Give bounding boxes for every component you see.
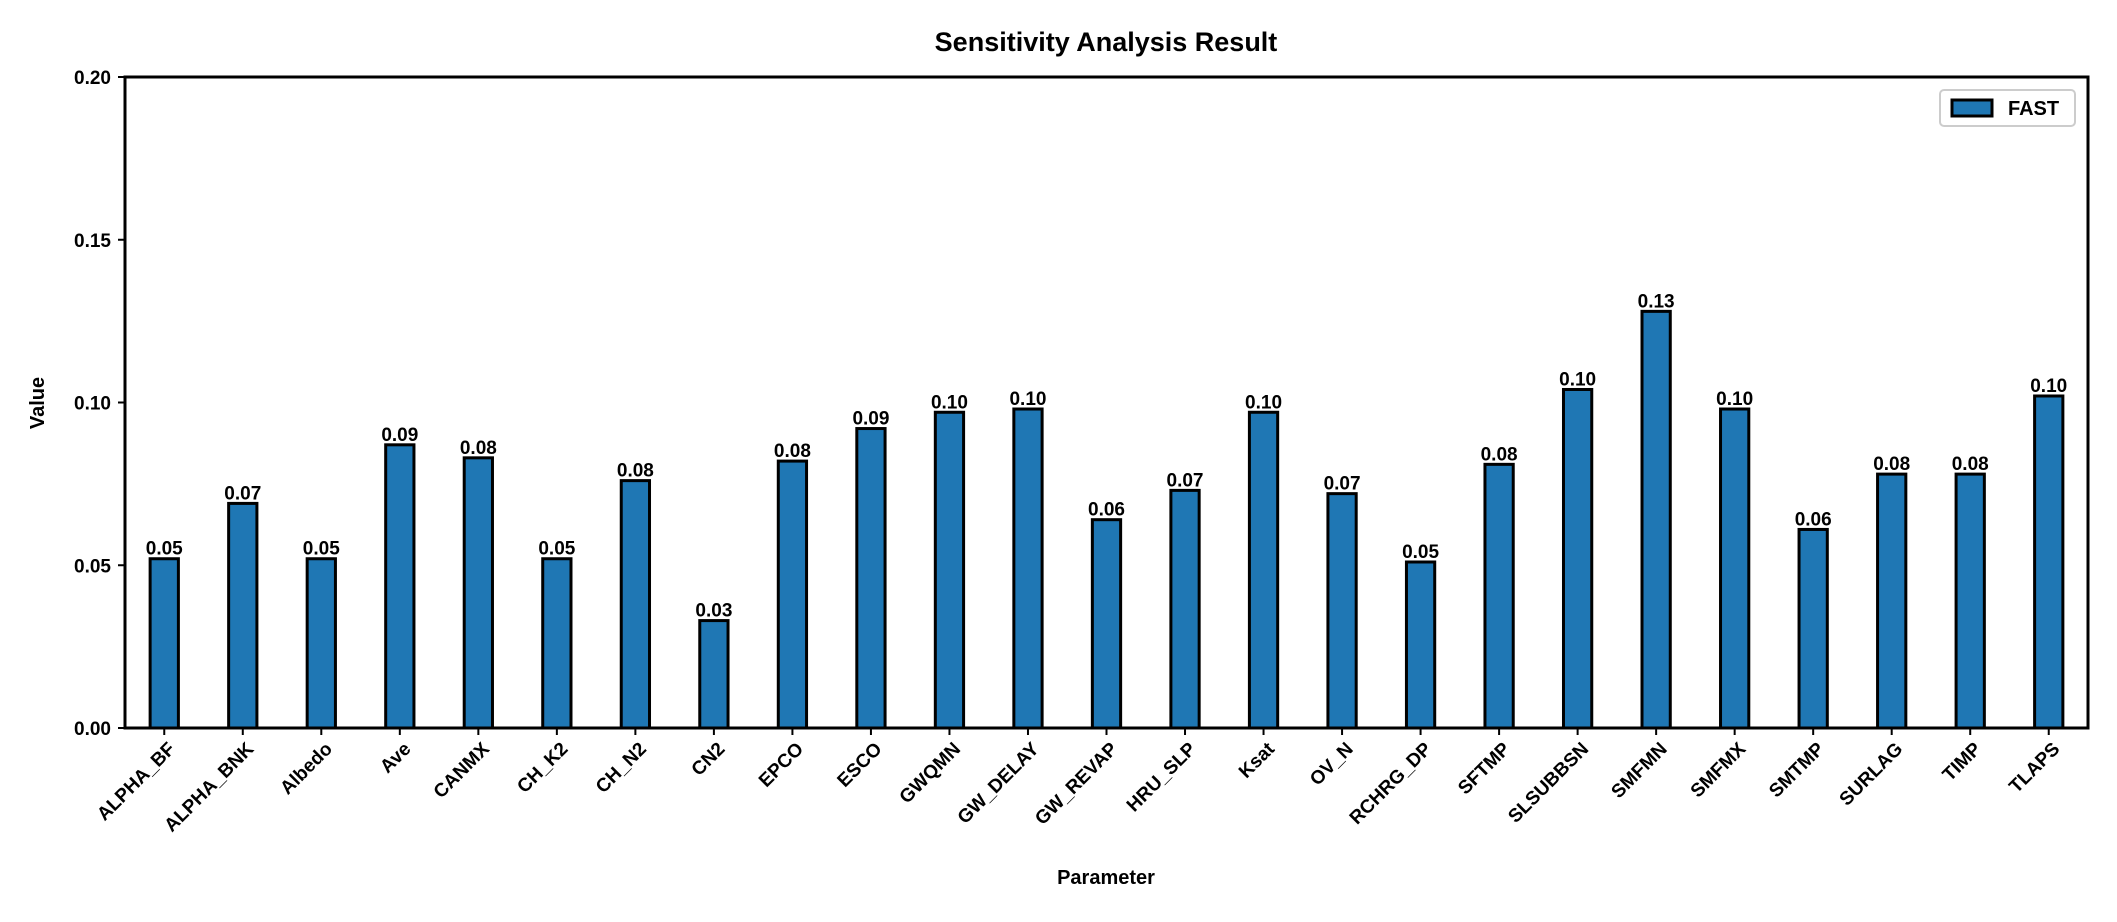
x-axis-label: Parameter: [1057, 867, 1155, 889]
data-label: 0.05: [1402, 542, 1439, 563]
data-label: 0.10: [1009, 389, 1046, 410]
bar: [1719, 407, 1751, 730]
bar: [1876, 472, 1908, 730]
bar: [1169, 488, 1201, 730]
bar: [1797, 527, 1829, 730]
bar: [1247, 410, 1280, 730]
data-label: 0.08: [460, 438, 497, 459]
bar: [541, 557, 573, 730]
bar: [227, 501, 259, 730]
data-label: 0.08: [774, 441, 811, 462]
bar: [1404, 560, 1437, 730]
data-label: 0.10: [1716, 389, 1753, 410]
data-label: 0.07: [1324, 474, 1361, 495]
data-label: 0.10: [2030, 376, 2067, 397]
bar: [855, 427, 887, 730]
y-tick-label: 0.20: [74, 68, 111, 89]
data-label: 0.08: [617, 461, 654, 482]
y-tick-label: 0.00: [74, 719, 111, 740]
bar: [148, 557, 180, 730]
bar: [1640, 309, 1672, 730]
data-label: 0.08: [1481, 444, 1518, 465]
bar: [698, 619, 730, 730]
data-label: 0.13: [1638, 291, 1675, 312]
y-tick-label: 0.05: [74, 556, 111, 577]
data-label: 0.10: [931, 392, 968, 413]
data-label: 0.05: [303, 539, 340, 560]
bar: [1483, 462, 1515, 730]
data-label: 0.08: [1952, 454, 1989, 475]
bar: [933, 410, 966, 730]
bar: [619, 479, 652, 730]
chart-title: Sensitivity Analysis Result: [935, 27, 1278, 57]
bar: [1326, 492, 1358, 730]
data-label: 0.07: [224, 483, 261, 504]
bar: [384, 443, 416, 730]
y-tick-label: 0.10: [74, 394, 111, 415]
data-label: 0.06: [1088, 500, 1125, 521]
bar: [2033, 394, 2065, 730]
bar: [1954, 472, 1986, 730]
bar: [776, 459, 809, 730]
data-label: 0.06: [1795, 509, 1832, 530]
legend-swatch: [1950, 98, 1994, 118]
data-label: 0.10: [1559, 369, 1596, 390]
bar: [1561, 387, 1594, 730]
y-axis-label: Value: [27, 377, 49, 429]
plot-area: 0.000.050.100.150.200.05ALPHA_BF0.07ALPH…: [74, 68, 2090, 836]
data-label: 0.10: [1245, 392, 1282, 413]
legend-label: FAST: [2008, 98, 2059, 120]
data-label: 0.08: [1873, 454, 1910, 475]
data-label: 0.09: [381, 425, 418, 446]
data-label: 0.09: [852, 409, 889, 430]
y-tick-label: 0.15: [74, 231, 111, 252]
data-label: 0.05: [146, 539, 183, 560]
data-label: 0.05: [538, 539, 575, 560]
bar: [462, 456, 494, 730]
data-label: 0.07: [1167, 470, 1204, 491]
bar: [1090, 518, 1123, 730]
data-label: 0.03: [695, 601, 732, 622]
bar: [1012, 407, 1044, 730]
bar: [305, 557, 337, 730]
